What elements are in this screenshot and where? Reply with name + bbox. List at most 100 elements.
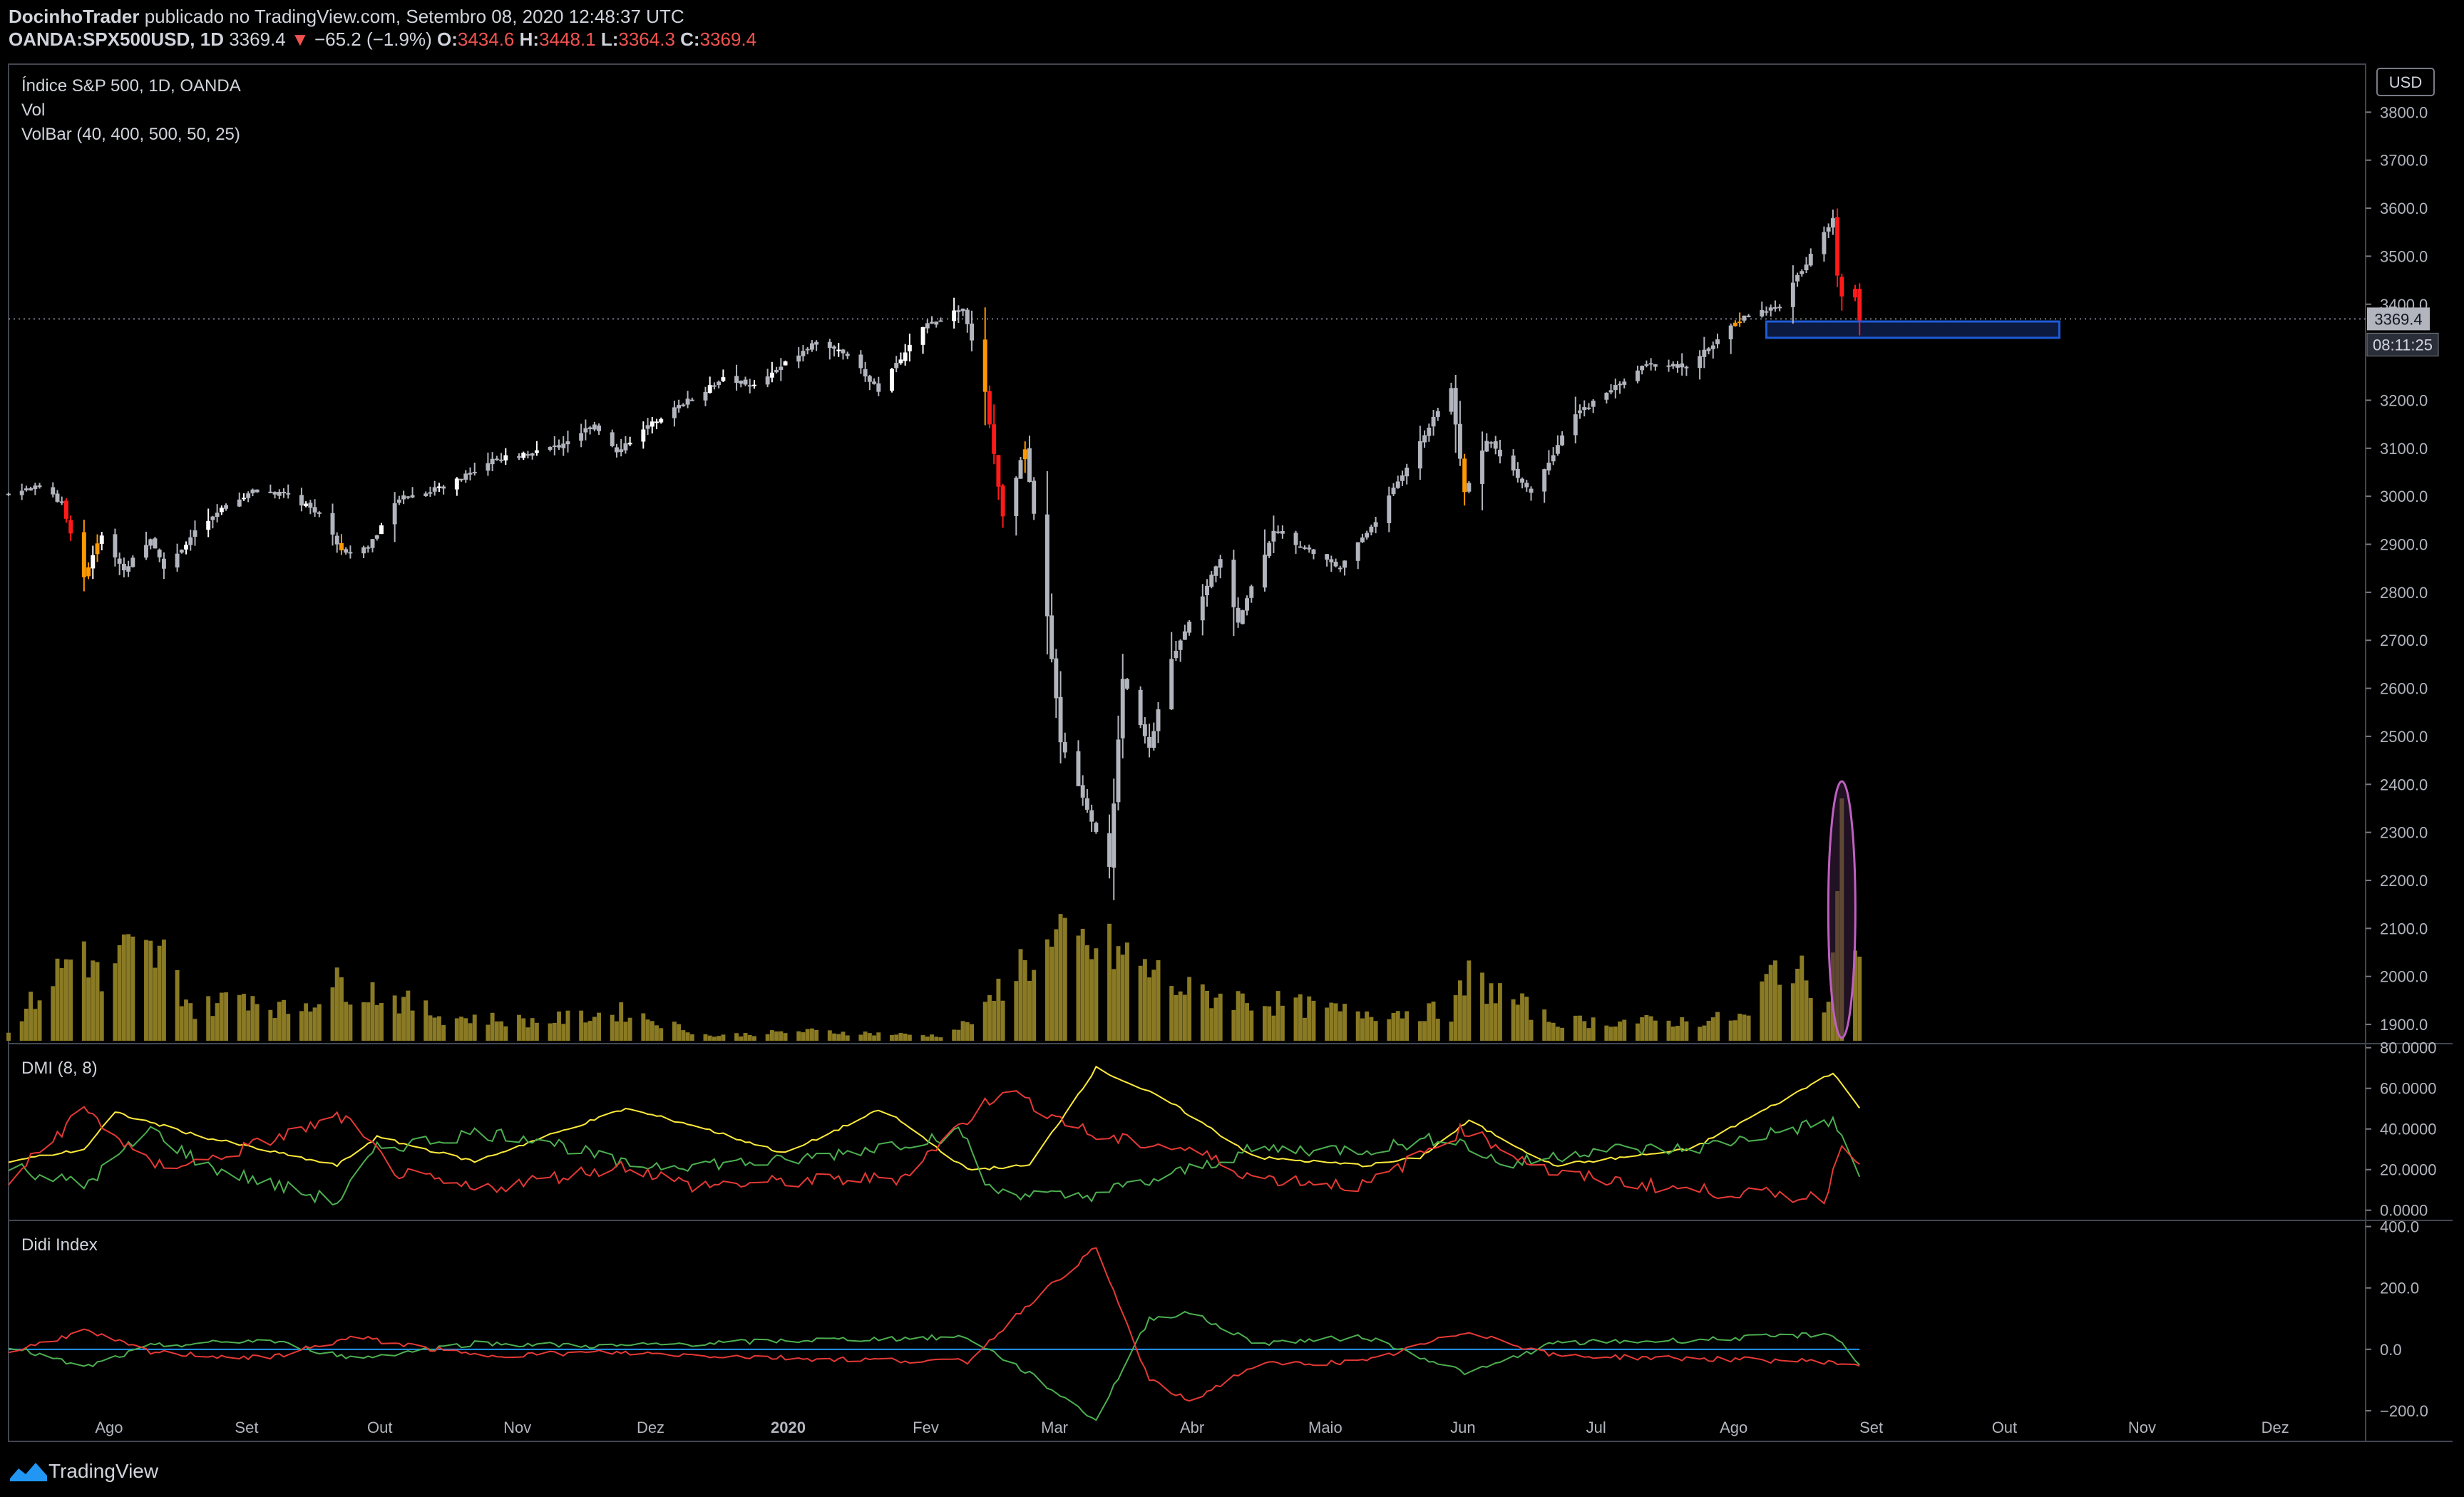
volume-bar	[1303, 1017, 1307, 1041]
volume-bar	[454, 1018, 459, 1041]
dmi-tick-label: 20.0000	[2380, 1161, 2437, 1179]
candle-body	[396, 499, 401, 503]
candle-body	[1360, 537, 1365, 542]
volume-bar	[490, 1012, 495, 1041]
volume-bar	[126, 934, 131, 1041]
candle-body	[587, 427, 592, 430]
candle-body	[401, 495, 406, 500]
price-tick-label: 3100.0	[2380, 440, 2428, 458]
currency-label: USD	[2389, 73, 2422, 91]
candle-body	[219, 508, 224, 513]
candle-body	[672, 407, 677, 418]
candle-body	[459, 478, 464, 480]
support-zone-rect[interactable]	[1765, 320, 2060, 339]
volume-bar	[610, 1014, 615, 1041]
volume-bar	[436, 1016, 441, 1041]
volume-bar	[1648, 1016, 1653, 1041]
legend-vol[interactable]: Vol	[21, 101, 45, 120]
high-value: 3448.1	[539, 29, 596, 50]
volume-bar	[1213, 997, 1218, 1041]
candle-body	[1684, 366, 1689, 369]
volume-bar	[86, 977, 91, 1041]
price-tick-label: 3600.0	[2380, 200, 2428, 217]
candle-body	[81, 532, 86, 577]
candle-body	[801, 351, 806, 356]
candle-body	[55, 493, 60, 502]
candle-body	[920, 326, 925, 345]
volume-bar	[459, 1017, 464, 1041]
support-zone-layer	[1765, 320, 2060, 339]
volume-bar	[1116, 946, 1121, 1041]
candle-body	[153, 538, 158, 549]
volume-bar	[334, 967, 339, 1041]
volume-bar	[1338, 1011, 1343, 1041]
candle-body	[1790, 282, 1795, 307]
candle-body	[344, 549, 349, 553]
candle-body	[406, 496, 411, 498]
price-tick-label: 3700.0	[2380, 152, 2428, 170]
volume-bar	[428, 1015, 433, 1041]
symbol-name[interactable]: OANDA:SPX500USD, 1D	[9, 29, 224, 50]
volume-bar	[339, 977, 344, 1041]
candle-body	[530, 453, 535, 456]
candle-body	[37, 485, 42, 488]
candle-body	[277, 491, 282, 496]
candle-body	[867, 376, 872, 382]
legend-volbar[interactable]: VolBar (40, 400, 500, 50, 25)	[21, 125, 240, 144]
candle-body	[1174, 650, 1179, 659]
candle-body	[392, 503, 397, 525]
candlesticks	[6, 208, 1862, 900]
didi-tick-label: 0.0	[2380, 1341, 2402, 1359]
candle-body	[1764, 311, 1769, 313]
time-axis[interactable]: Ago Set Out Nov Dez 2020 Fev Mar Abr Maio Jun Jul Ag…	[95, 1419, 2289, 1436]
price-axis[interactable]: 3800.03700.03600.03500.03400.03200.03100…	[2366, 103, 2428, 1034]
candle-body	[1355, 542, 1360, 561]
didi-tick-label: −200.0	[2380, 1402, 2428, 1420]
candle-body	[970, 323, 974, 341]
countdown-tag	[2366, 332, 2439, 356]
volume-bar	[1062, 917, 1067, 1041]
volume-bar	[1653, 1020, 1658, 1041]
candle-body	[1675, 364, 1680, 368]
chart-frame	[8, 63, 2366, 1442]
currency-badge[interactable]	[2376, 68, 2435, 96]
price-tick-label: 3000.0	[2380, 488, 2428, 505]
chart-canvas[interactable]: Índice S&P 500, 1D, OANDA Vol VolBar (40…	[0, 61, 2464, 1447]
price-tick-label: 2000.0	[2380, 968, 2428, 986]
candle-body	[898, 359, 903, 364]
volume-bar	[206, 996, 211, 1041]
volume-bar	[1795, 968, 1800, 1041]
volume-bar	[1604, 1025, 1609, 1041]
didi-axis[interactable]: 400.0 200.0 0.0 −200.0	[2366, 1218, 2428, 1420]
volume-bar	[1675, 1026, 1680, 1041]
candle-body	[894, 363, 899, 369]
candle-body	[1732, 322, 1737, 326]
volume-bar	[441, 1024, 446, 1041]
volume-bar	[1431, 1002, 1436, 1041]
tradingview-brand[interactable]: TradingView	[48, 1460, 159, 1482]
tradingview-logo-icon[interactable]	[9, 1457, 48, 1486]
volume-bar	[1307, 996, 1312, 1041]
legend-dmi[interactable]: DMI (8, 8)	[21, 1059, 98, 1078]
volume-bar	[1422, 1021, 1427, 1041]
candle-body	[1706, 348, 1711, 351]
volume-bar	[743, 1033, 748, 1041]
candle-body	[907, 344, 912, 351]
dmi-axis[interactable]: 80.0000 60.0000 40.0000 20.0000 0.0000	[2366, 1039, 2437, 1220]
author-name[interactable]: DocinhoTrader	[9, 6, 140, 27]
legend-didi[interactable]: Didi Index	[21, 1235, 98, 1255]
candle-body	[645, 425, 650, 429]
candle-body	[956, 310, 961, 312]
candle-body	[1120, 679, 1125, 739]
volume-bar	[836, 1034, 841, 1041]
publisher-line: DocinhoTrader publicado no TradingView.c…	[9, 6, 684, 28]
volume-bar	[641, 1013, 646, 1041]
candle-body	[703, 391, 708, 401]
legend-main[interactable]: Índice S&P 500, 1D, OANDA	[21, 76, 241, 96]
volume-bar	[517, 1014, 521, 1041]
volume-bar	[1054, 929, 1059, 1041]
volume-bar	[1333, 1003, 1338, 1041]
candle-body	[210, 516, 215, 520]
volume-bar	[19, 1021, 24, 1041]
candle-body	[1826, 227, 1831, 232]
